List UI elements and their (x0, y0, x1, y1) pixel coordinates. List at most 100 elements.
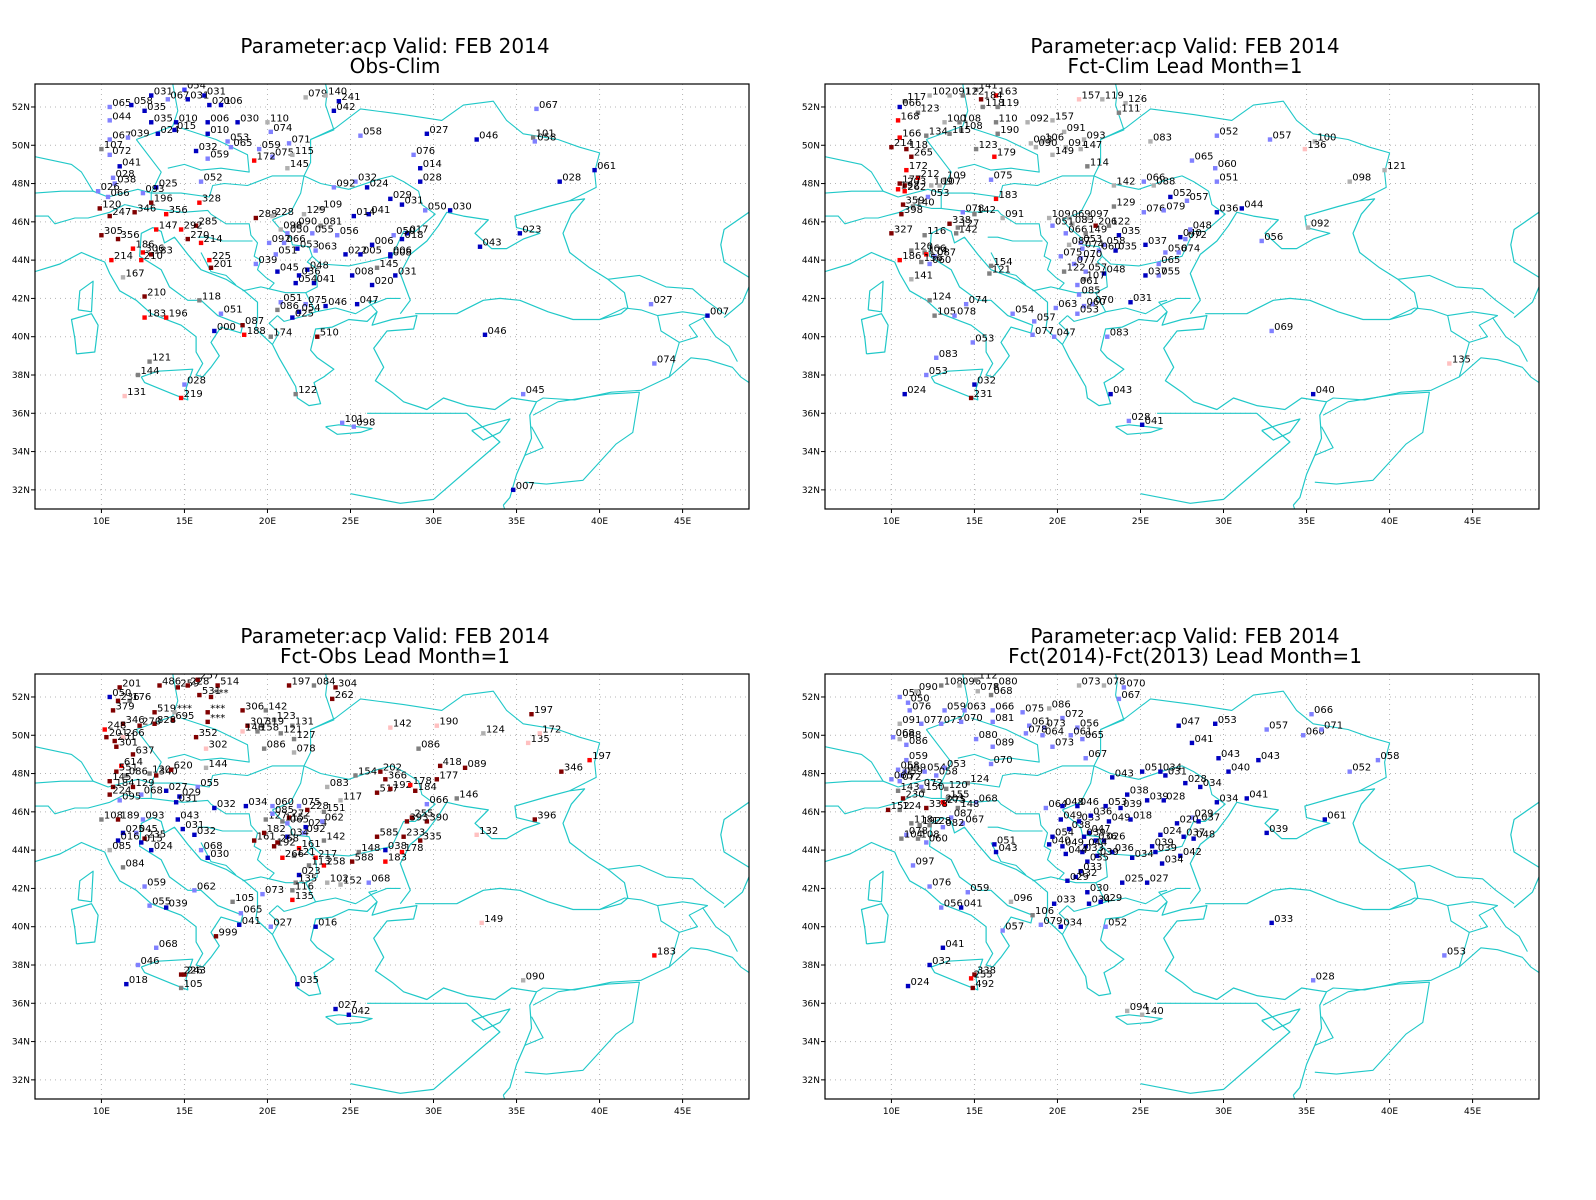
station-square (278, 300, 283, 305)
station-marker: 127 (291, 730, 316, 742)
station-square (175, 817, 180, 822)
station-square (404, 231, 410, 236)
station-square (127, 698, 132, 704)
station-value: 272 (292, 809, 311, 820)
station-square (942, 708, 947, 713)
station-square (198, 240, 204, 246)
station-marker: 149 (1083, 224, 1107, 236)
station-square (240, 708, 245, 713)
station-value: 285 (199, 217, 218, 228)
station-square (1156, 261, 1161, 267)
station-square (1239, 206, 1244, 211)
station-square (1178, 234, 1183, 240)
station-value: 201 (117, 732, 136, 743)
country-border (607, 274, 725, 315)
station-marker: 057 (1184, 192, 1209, 203)
station-square (1081, 277, 1087, 282)
station-marker: 132 (474, 826, 498, 838)
station-square (139, 792, 144, 797)
station-marker: 034 (1129, 849, 1154, 860)
station-marker: 083 (1070, 215, 1094, 226)
station-value: 043 (483, 238, 502, 249)
station-marker: 101 (339, 414, 364, 426)
station-value: 059 (909, 751, 928, 762)
station-square (240, 729, 245, 734)
station-square (434, 723, 440, 728)
station-square (1078, 240, 1083, 246)
station-marker: 154 (353, 766, 377, 778)
station-square (263, 708, 269, 713)
station-marker: 033 (1269, 914, 1293, 926)
station-value: 053 (1083, 234, 1102, 245)
station-value: 083 (1075, 215, 1094, 226)
station-marker: 040 (1178, 228, 1202, 240)
station-marker: 048 (1060, 797, 1084, 809)
station-marker: *** (205, 713, 225, 725)
station-marker: 034 (1159, 855, 1184, 866)
station-square (193, 223, 199, 228)
lat-tick-label: 50N (802, 731, 820, 741)
coastline (720, 801, 749, 909)
station-square (142, 884, 147, 889)
station-square (904, 757, 909, 763)
lon-tick-label: 15E (176, 1107, 193, 1117)
coastline (860, 903, 889, 945)
station-value: 190 (1000, 125, 1019, 136)
lat-tick-label: 40N (802, 923, 820, 933)
station-square (197, 200, 202, 205)
station-value: 030 (453, 201, 472, 212)
station-square (139, 840, 144, 845)
station-square (418, 166, 423, 171)
station-marker: 224 (107, 786, 131, 797)
station-value: 235 (147, 830, 166, 841)
station-square (705, 313, 710, 318)
station-value: 096 (1013, 893, 1032, 904)
station-square (1076, 819, 1082, 824)
station-value: 154 (358, 766, 377, 777)
station-marker: 075 (1058, 247, 1082, 259)
station-marker: 307 (245, 717, 269, 728)
station-value: 015 (177, 121, 196, 132)
station-value: 058 (1106, 236, 1125, 247)
station-square (1312, 139, 1318, 144)
country-border (197, 826, 253, 832)
station-value: 031 (207, 86, 226, 97)
lat-tick-label: 46N (802, 218, 820, 228)
station-square (321, 838, 327, 843)
station-marker: 111 (1116, 104, 1140, 115)
station-marker: 060 (1213, 159, 1237, 171)
station-square (537, 731, 542, 736)
country-border (925, 91, 1125, 198)
station-value: 167 (126, 268, 145, 279)
station-marker: 258 (321, 856, 346, 868)
station-square (1060, 844, 1065, 849)
station-marker: 026 (95, 182, 120, 194)
station-value: 046 (140, 956, 159, 967)
station-value: 066 (429, 795, 448, 806)
station-square (1000, 215, 1005, 221)
panel-title: Parameter:acp Valid: FEB 2014 (1030, 624, 1340, 648)
station-marker: 053 (942, 759, 966, 771)
station-square (152, 710, 157, 715)
station-square (388, 196, 393, 202)
station-square (1051, 901, 1057, 906)
station-value: 129 (306, 205, 325, 216)
station-marker: 096 (957, 676, 981, 688)
station-square (147, 771, 152, 776)
country-border (990, 252, 1027, 286)
station-square (305, 267, 310, 272)
station-square (1139, 1012, 1145, 1017)
station-value: 056 (1264, 232, 1283, 243)
station-square (927, 93, 932, 98)
station-marker: 065 (238, 904, 262, 916)
station-marker: 027 (163, 782, 188, 793)
borders (825, 674, 1539, 1099)
station-marker: 025 (1120, 874, 1144, 885)
station-square (401, 834, 406, 839)
station-marker: 157 (1076, 90, 1101, 102)
station-square (285, 834, 290, 839)
station-value: 066 (287, 234, 306, 245)
station-value: 184 (116, 778, 135, 789)
station-square (157, 683, 162, 688)
station-square (305, 807, 310, 813)
